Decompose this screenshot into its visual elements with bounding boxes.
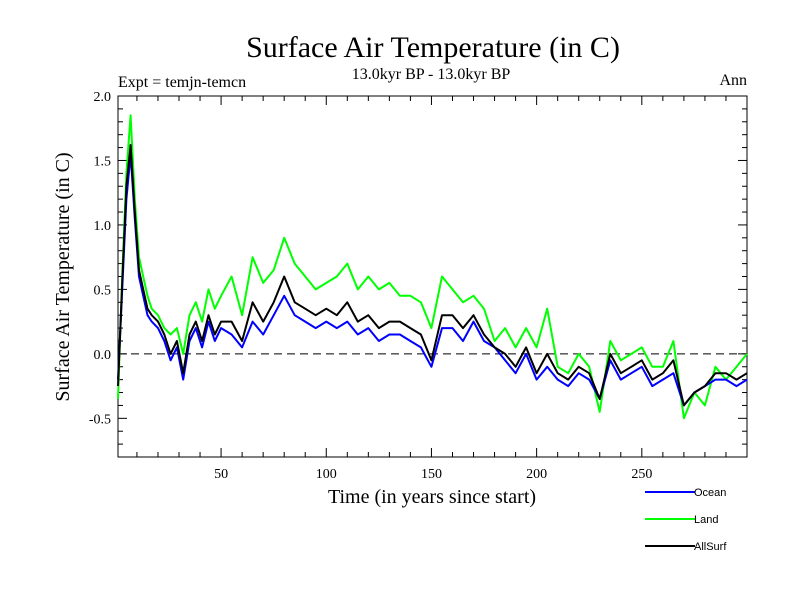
x-tick-label: 150 xyxy=(421,467,442,482)
series-line-ocean xyxy=(117,153,748,407)
minor-ticks xyxy=(118,96,747,457)
x-tick-label: 50 xyxy=(214,467,228,482)
y-tick-label: 0.0 xyxy=(94,348,112,363)
series-line-allsurf xyxy=(117,144,748,407)
chart-subtitle: 13.0kyr BP - 13.0kyr BP xyxy=(352,66,511,83)
y-tick-label: 1.5 xyxy=(94,154,112,169)
period-label: Ann xyxy=(719,72,747,89)
chart-title: Surface Air Temperature (in C) xyxy=(246,31,620,64)
x-axis-ticks: 50 100 150 200 250 xyxy=(214,96,652,482)
y-tick-label: 2.0 xyxy=(94,90,112,105)
legend-label-allsurf: AllSurf xyxy=(694,541,727,553)
experiment-label: Expt = temjn-temcn xyxy=(118,74,246,91)
legend-label-land: Land xyxy=(694,514,718,526)
y-tick-label: 1.0 xyxy=(94,219,112,234)
y-tick-label: -0.5 xyxy=(89,412,111,427)
y-axis-label: Surface Air Temperature (in C) xyxy=(52,152,74,401)
plot-area-frame xyxy=(117,95,748,458)
x-tick-label: 250 xyxy=(631,467,652,482)
series-layer xyxy=(117,114,748,420)
x-axis-label: Time (in years since start) xyxy=(328,486,536,508)
legend-label-ocean: Ocean xyxy=(694,487,726,499)
x-tick-label: 100 xyxy=(316,467,337,482)
x-tick-label: 200 xyxy=(526,467,547,482)
y-tick-label: 0.5 xyxy=(94,283,112,298)
legend: Ocean Land AllSurf xyxy=(645,487,727,553)
series-line-land xyxy=(117,114,748,420)
